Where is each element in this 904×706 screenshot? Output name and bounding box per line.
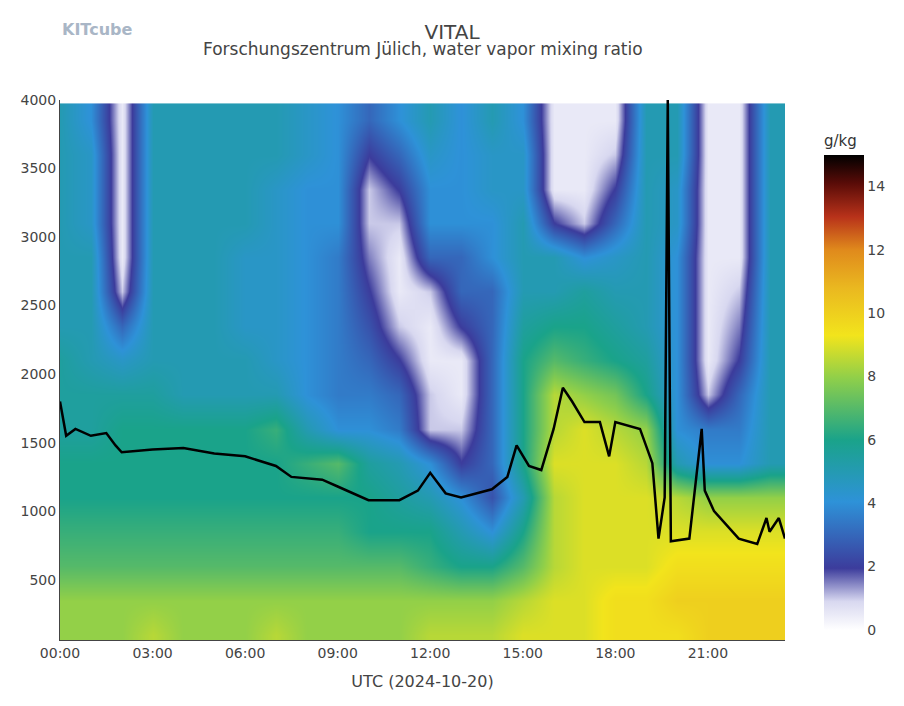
- svg-text:Forschungszentrum Jülich, wate: Forschungszentrum Jülich, water vapor mi…: [203, 39, 643, 59]
- svg-text:15:00: 15:00: [503, 645, 543, 661]
- svg-text:1500: 1500: [21, 435, 57, 451]
- svg-text:1000: 1000: [21, 503, 57, 519]
- svg-text:18:00: 18:00: [595, 645, 635, 661]
- svg-text:21:00: 21:00: [688, 645, 728, 661]
- svg-text:06:00: 06:00: [225, 645, 265, 661]
- svg-text:09:00: 09:00: [317, 645, 357, 661]
- svg-text:03:00: 03:00: [132, 645, 172, 661]
- svg-text:2000: 2000: [21, 366, 57, 382]
- svg-text:3000: 3000: [21, 229, 57, 245]
- svg-text:UTC (2024-10-20): UTC (2024-10-20): [351, 672, 493, 691]
- svg-text:4000: 4000: [21, 92, 57, 108]
- svg-text:12:00: 12:00: [410, 645, 450, 661]
- svg-text:4: 4: [867, 495, 876, 511]
- svg-text:8: 8: [867, 368, 876, 384]
- svg-text:2: 2: [867, 558, 876, 574]
- svg-text:g/kg: g/kg: [824, 132, 857, 150]
- svg-text:14: 14: [867, 178, 885, 194]
- svg-text:3500: 3500: [21, 160, 57, 176]
- svg-text:10: 10: [867, 305, 885, 321]
- svg-text:500: 500: [29, 572, 56, 588]
- svg-text:VITAL: VITAL: [424, 20, 480, 44]
- svg-text:6: 6: [867, 432, 876, 448]
- svg-text:2500: 2500: [21, 297, 57, 313]
- svg-text:00:00: 00:00: [40, 645, 80, 661]
- svg-text:12: 12: [867, 242, 885, 258]
- svg-text:0: 0: [867, 622, 876, 638]
- svg-text:KITcube: KITcube: [62, 20, 132, 39]
